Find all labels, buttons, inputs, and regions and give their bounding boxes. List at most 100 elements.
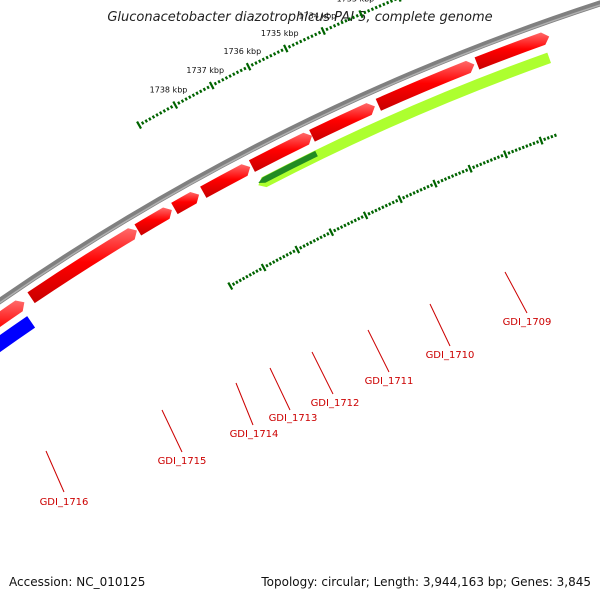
- minor-tick: [232, 72, 236, 76]
- accession-label: Accession: NC_010125: [9, 575, 146, 589]
- minor-tick: [394, 0, 397, 2]
- minor-tick: [310, 34, 314, 39]
- gene-label-gdi_1709: GDI_1709: [503, 317, 552, 328]
- label-leader-line: [504, 271, 528, 314]
- minor-tick: [278, 256, 283, 261]
- minor-tick: [374, 208, 378, 213]
- minor-tick: [151, 115, 156, 119]
- inner-tick-ring: [227, 133, 557, 291]
- minor-tick: [169, 105, 174, 109]
- major-tick: [208, 81, 215, 90]
- minor-tick: [159, 111, 163, 115]
- major-tick: [328, 228, 335, 237]
- minor-tick: [344, 18, 348, 23]
- minor-tick: [447, 175, 451, 180]
- major-tick: [467, 164, 473, 173]
- minor-tick: [275, 258, 279, 263]
- gene-label-gdi_1710: GDI_1710: [426, 350, 475, 361]
- minor-tick: [285, 253, 289, 257]
- minor-tick: [391, 200, 395, 205]
- minor-tick: [440, 178, 444, 183]
- gene-label-gdi_1712: GDI_1712: [311, 398, 360, 409]
- minor-tick: [148, 117, 152, 121]
- minor-tick: [239, 68, 243, 73]
- minor-tick: [514, 148, 518, 152]
- minor-tick: [314, 32, 318, 37]
- major-tick: [245, 62, 252, 71]
- minor-tick: [276, 50, 280, 54]
- minor-tick: [386, 0, 390, 5]
- tick-label: 1733 kbp: [337, 0, 375, 3]
- minor-tick: [553, 133, 557, 138]
- gene-labels: GDI_1709 GDI_1710 GDI_1711 GDI_1712 GDI_1713…: [40, 317, 552, 508]
- major-tick: [172, 100, 179, 110]
- gene-label-gdi_1713: GDI_1713: [269, 413, 318, 424]
- minor-tick: [381, 205, 385, 210]
- minor-tick: [235, 70, 240, 75]
- minor-tick: [535, 140, 540, 144]
- minor-tick: [241, 276, 246, 281]
- minor-tick: [374, 5, 378, 10]
- minor-tick: [340, 20, 344, 25]
- minor-tick: [248, 272, 252, 277]
- minor-tick: [288, 251, 293, 255]
- forward-strand-genes: [0, 32, 550, 328]
- minor-tick: [316, 237, 320, 241]
- minor-tick: [245, 274, 249, 279]
- minor-tick: [436, 180, 441, 184]
- minor-tick: [511, 149, 515, 154]
- minor-tick: [388, 202, 392, 206]
- minor-tick: [255, 269, 259, 273]
- minor-tick: [493, 156, 497, 161]
- minor-tick: [422, 186, 427, 191]
- minor-tick: [299, 245, 303, 250]
- minor-tick: [457, 171, 462, 175]
- minor-tick: [525, 144, 529, 148]
- major-tick: [136, 121, 142, 130]
- minor-tick: [479, 162, 483, 167]
- minor-tick: [238, 278, 242, 283]
- minor-tick: [195, 91, 199, 96]
- minor-tick: [295, 41, 299, 46]
- minor-tick: [287, 44, 292, 49]
- minor-tick: [258, 267, 262, 272]
- minor-tick: [351, 15, 356, 20]
- minor-tick: [280, 48, 284, 53]
- minor-tick: [343, 223, 347, 228]
- minor-tick: [217, 79, 221, 84]
- minor-tick: [177, 101, 181, 105]
- minor-tick: [166, 107, 170, 111]
- minor-tick: [305, 242, 310, 247]
- minor-tick: [382, 2, 386, 7]
- forward-gene-arrow: [134, 207, 172, 236]
- tick-label: 1738 kbp: [150, 86, 188, 95]
- minor-tick: [350, 220, 354, 224]
- major-tick: [283, 44, 289, 53]
- genome-stats-label: Topology: circular; Length: 3,944,163 bp…: [261, 575, 591, 589]
- label-leader-line: [429, 303, 451, 347]
- minor-tick: [251, 271, 256, 275]
- minor-tick: [360, 215, 364, 219]
- major-tick: [432, 179, 438, 188]
- minor-tick: [426, 184, 430, 189]
- backbone-arc: [0, 0, 600, 305]
- minor-tick: [144, 119, 148, 123]
- label-leader-line: [161, 409, 183, 453]
- minor-tick: [370, 7, 375, 11]
- minor-tick: [292, 249, 296, 254]
- minor-tick: [429, 183, 434, 188]
- minor-tick: [472, 165, 476, 170]
- forward-gene-arrow: [27, 228, 137, 304]
- minor-tick: [450, 174, 455, 178]
- minor-tick: [465, 168, 469, 172]
- minor-tick: [521, 145, 525, 150]
- minor-tick: [355, 13, 359, 18]
- minor-tick: [206, 85, 210, 90]
- gene-label-gdi_1711: GDI_1711: [365, 376, 414, 387]
- major-tick: [294, 245, 301, 254]
- minor-tick: [231, 282, 236, 286]
- minor-tick: [188, 95, 192, 99]
- minor-tick: [550, 134, 554, 139]
- backbone-ring: [0, 0, 600, 305]
